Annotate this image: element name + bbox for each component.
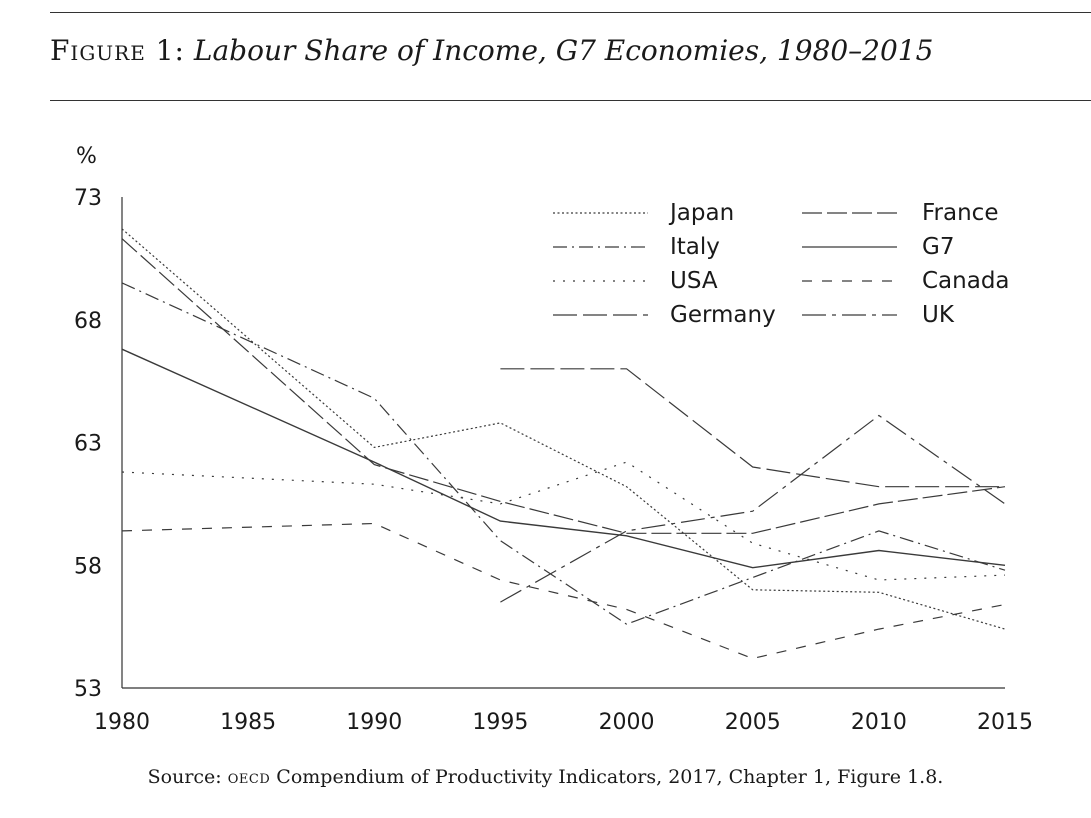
source-rest: Compendium of Productivity Indicators, 2… [270, 766, 944, 788]
series-lines [121, 228, 1006, 660]
series-line-germany [500, 368, 1005, 488]
legend: Japan France Italy G7 USA Canada Germany UK [553, 200, 1010, 328]
source-abbr: OECD [227, 766, 271, 788]
figure-label: Figure 1: [50, 34, 185, 67]
legend-label-italy: Italy [670, 234, 720, 260]
y-tick-label: 68 [74, 309, 102, 334]
series-line-japan [121, 228, 1006, 630]
y-tick-label: 53 [74, 677, 102, 702]
y-tick-label: 63 [74, 432, 102, 457]
x-tick-label: 1985 [220, 710, 276, 735]
legend-label-japan: Japan [668, 200, 734, 226]
top-rule [50, 12, 1091, 13]
series-line-italy [121, 282, 1006, 625]
figure-title-text: Labour Share of Income, G7 Economies, 19… [193, 34, 934, 67]
legend-label-canada: Canada [922, 268, 1010, 294]
series-line-uk [500, 414, 1006, 603]
series-line-usa [121, 461, 1006, 581]
x-tick-label: 2010 [851, 710, 907, 735]
x-tick-label: 2015 [977, 710, 1033, 735]
legend-label-germany: Germany [670, 302, 776, 328]
series-line-g7 [121, 348, 1006, 569]
legend-label-france: France [922, 200, 998, 226]
source-prefix: Source: [147, 766, 228, 788]
y-tick-label: 73 [74, 186, 102, 211]
y-axis-unit-label: % [76, 144, 97, 169]
x-tick-label: 1990 [346, 710, 402, 735]
legend-label-g7: G7 [922, 234, 954, 260]
axes: 53 58 63 68 73 1980 1985 1990 1995 2000 2005 2010 20… [74, 144, 1033, 735]
legend-label-usa: USA [670, 268, 718, 294]
x-tick-label: 1995 [472, 710, 528, 735]
y-tick-label: 58 [74, 554, 102, 579]
series-line-france [121, 238, 1006, 534]
x-tick-label: 2005 [725, 710, 781, 735]
title-rule [50, 100, 1091, 101]
x-tick-label: 1980 [94, 710, 150, 735]
figure-title: Figure 1: Labour Share of Income, G7 Eco… [50, 34, 933, 67]
source-note: Source: OECD Compendium of Productivity … [0, 766, 1091, 788]
x-tick-label: 2000 [599, 710, 655, 735]
series-line-canada [121, 522, 1006, 660]
legend-label-uk: UK [922, 302, 955, 328]
